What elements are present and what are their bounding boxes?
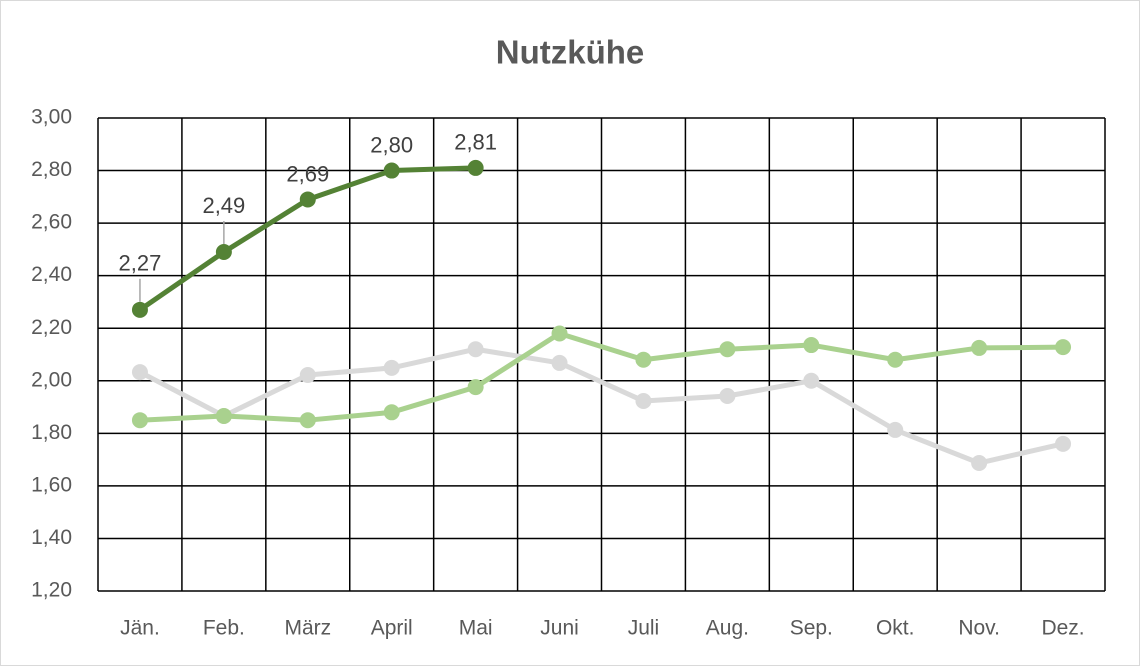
data-point: [803, 372, 820, 389]
x-tick-label: Aug.: [706, 617, 749, 640]
data-point: [719, 388, 736, 405]
data-label: 2,69: [286, 161, 329, 186]
data-point: [887, 421, 904, 438]
data-point: [1055, 435, 1072, 452]
y-tick-label: 2,40: [31, 263, 72, 286]
x-tick-label: Nov.: [958, 617, 1000, 640]
data-point: [551, 325, 568, 342]
x-tick-label: April: [371, 617, 413, 640]
data-point: [635, 351, 652, 368]
y-tick-label: 1,80: [31, 421, 72, 444]
y-tick-label: 3,00: [31, 106, 72, 129]
y-tick-label: 1,40: [31, 526, 72, 549]
data-point: [467, 159, 484, 176]
data-point: [299, 191, 316, 208]
data-point: [299, 412, 316, 429]
data-point: [215, 244, 232, 261]
data-point: [1055, 339, 1072, 356]
y-tick-label: 2,80: [31, 158, 72, 181]
data-point: [803, 337, 820, 354]
x-tick-label: Jän.: [120, 617, 160, 640]
x-tick-label: Juli: [628, 617, 660, 640]
y-tick-label: 2,00: [31, 368, 72, 391]
data-label: 2,80: [370, 132, 413, 157]
x-tick-label: Juni: [540, 617, 579, 640]
series-line: [138, 346, 1064, 466]
series-line: [139, 330, 1064, 423]
x-tick-label: Feb.: [203, 617, 245, 640]
y-tick-label: 2,60: [31, 211, 72, 234]
data-point: [131, 364, 148, 381]
data-point: [887, 351, 904, 368]
y-tick-label: 1,60: [31, 473, 72, 496]
data-point: [971, 339, 988, 356]
data-point: [719, 341, 736, 358]
data-point: [551, 354, 568, 371]
data-point: [131, 301, 148, 318]
data-label: 2,81: [454, 130, 497, 155]
data-label: 2,49: [202, 193, 245, 218]
data-point: [467, 341, 484, 358]
x-tick-label: Dez.: [1041, 617, 1084, 640]
data-point: [299, 366, 316, 383]
x-tick-label: Mai: [459, 617, 493, 640]
data-point: [467, 379, 484, 396]
data-point: [131, 412, 148, 429]
y-tick-label: 1,20: [31, 579, 72, 602]
data-point: [383, 162, 400, 179]
data-point: [383, 359, 400, 376]
y-tick-label: 2,20: [31, 316, 72, 339]
x-tick-label: Sep.: [790, 617, 833, 640]
data-point: [971, 455, 988, 472]
x-tick-label: März: [284, 617, 331, 640]
data-point: [383, 404, 400, 421]
data-label: 2,27: [119, 251, 162, 276]
data-point: [215, 407, 232, 424]
x-tick-label: Okt.: [876, 617, 915, 640]
chart-title: Nutzkühe: [496, 34, 645, 71]
data-point: [635, 393, 652, 410]
